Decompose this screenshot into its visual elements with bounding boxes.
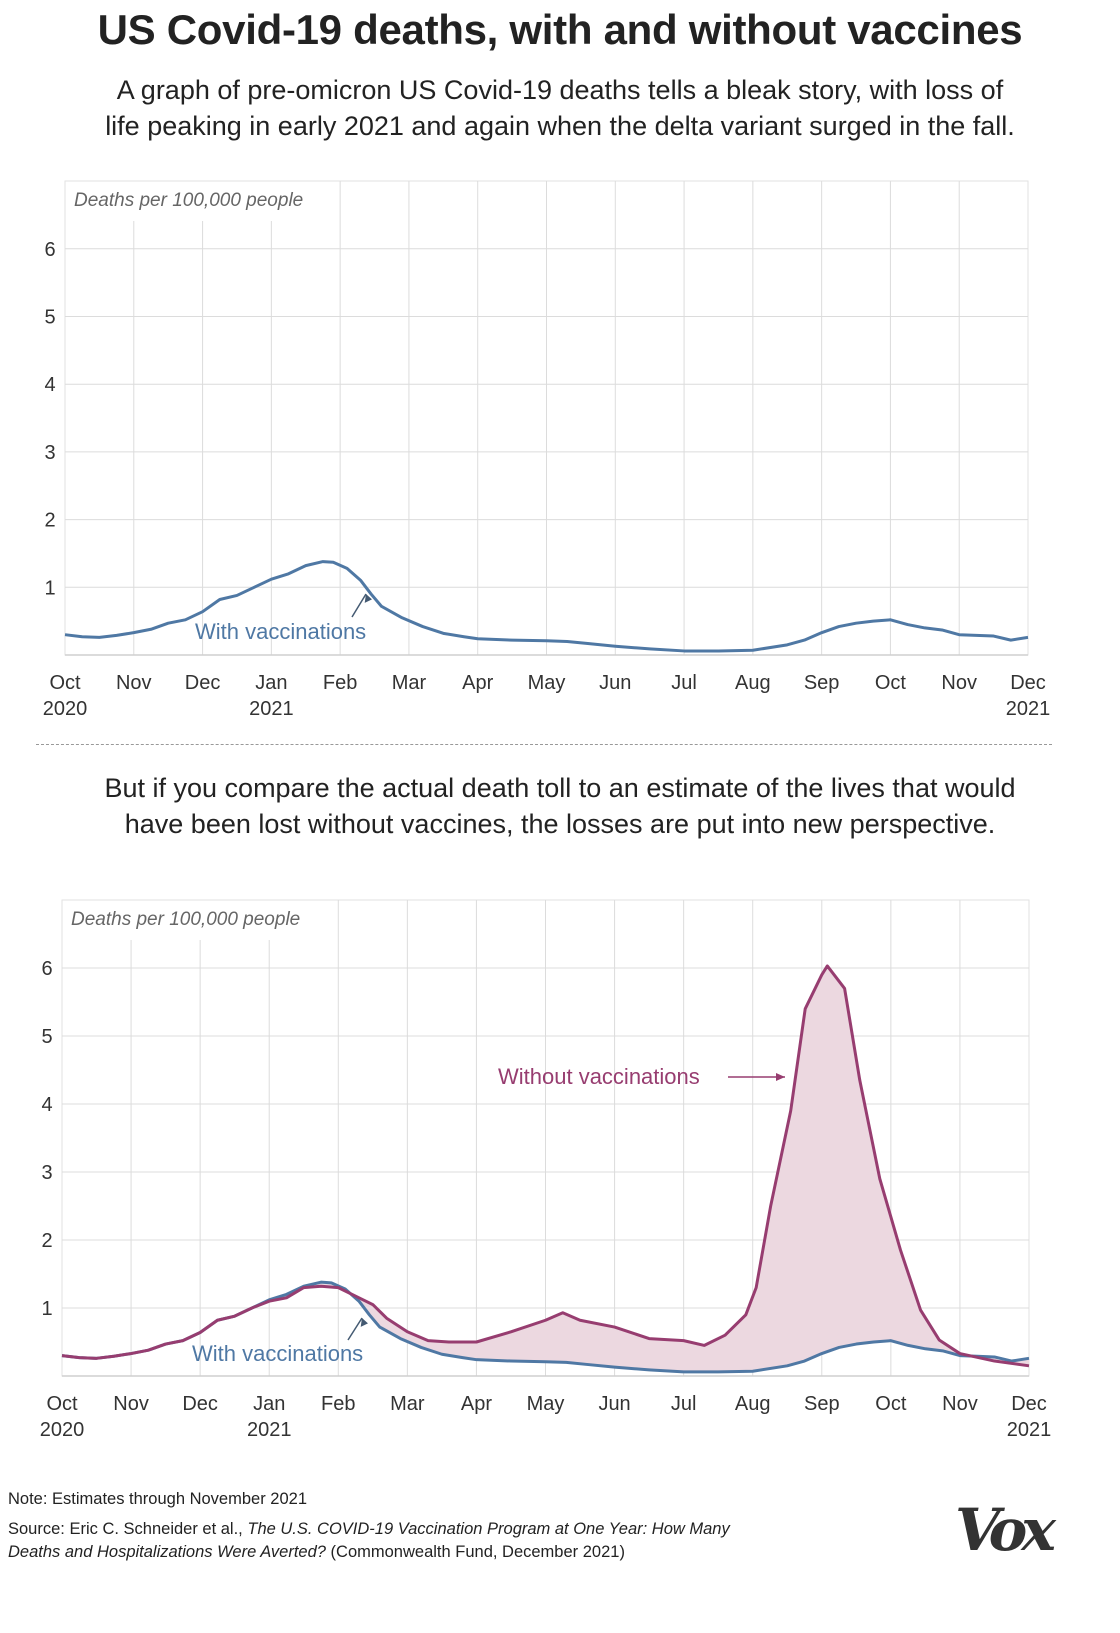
footer-note: Note: Estimates through November 2021 <box>8 1490 307 1508</box>
subtitle-top-line2: life peaking in early 2021 and again whe… <box>105 111 1015 141</box>
x-tick-label: Mar <box>392 672 427 694</box>
x-tick-year-label: 2020 <box>40 1419 85 1441</box>
arrowhead-icon <box>360 1318 368 1327</box>
x-tick-year-label: 2021 <box>249 698 294 720</box>
subtitle-bottom-line1: But if you compare the actual death toll… <box>104 773 1016 803</box>
series-line-with <box>64 560 1029 653</box>
x-tick-label: Apr <box>461 1393 492 1415</box>
x-tick-label: Sep <box>804 1393 840 1415</box>
y-tick-label: 5 <box>44 307 55 329</box>
ylabel-bg <box>66 904 336 932</box>
x-tick-year-label: 2021 <box>1007 1419 1052 1441</box>
averted-deaths-area <box>62 965 1029 1372</box>
y-tick-label: 6 <box>41 958 52 980</box>
x-tick-label: Nov <box>113 1393 149 1415</box>
x-tick-year-label: 2020 <box>43 698 88 720</box>
subtitle-top-line1: A graph of pre-omicron US Covid-19 death… <box>116 75 1004 105</box>
x-tick-label: Dec <box>1011 1393 1047 1415</box>
x-tick-label: Dec <box>182 1393 218 1415</box>
y-tick-label: 3 <box>41 1162 52 1184</box>
x-tick-label: Jul <box>671 672 697 694</box>
footer-source: Source: Eric C. Schneider et al., The U.… <box>8 1518 768 1564</box>
subtitle-bottom-line2: have been lost without vaccines, the los… <box>124 809 996 839</box>
series-line-without <box>61 964 1030 1368</box>
x-tick-label: Nov <box>116 672 152 694</box>
y-tick-label: 4 <box>41 1094 52 1116</box>
x-tick-label: Sep <box>804 672 840 694</box>
y-tick-label: 5 <box>41 1026 52 1048</box>
y-tick-label: 4 <box>44 374 55 396</box>
x-tick-label: Jan <box>253 1393 285 1415</box>
source-title: The U.S. COVID-19 Vaccination Program at… <box>8 1520 730 1561</box>
source-prefix: Source: Eric C. Schneider et al., <box>8 1520 248 1538</box>
subtitle-bottom: But if you compare the actual death toll… <box>0 770 1120 842</box>
x-tick-label: Feb <box>321 1393 355 1415</box>
x-tick-label: Oct <box>46 1393 78 1415</box>
x-tick-label: Feb <box>323 672 357 694</box>
x-tick-label: Aug <box>735 1393 771 1415</box>
y-tick-label: 3 <box>44 442 55 464</box>
annotation-with: With vaccinations <box>195 619 366 644</box>
x-tick-label: Jan <box>255 672 287 694</box>
x-tick-label: Dec <box>185 672 221 694</box>
y-axis-label: Deaths per 100,000 people <box>71 909 300 930</box>
y-tick-label: 1 <box>41 1298 52 1320</box>
arrowhead-icon <box>364 594 372 603</box>
x-tick-label: Oct <box>49 672 81 694</box>
subtitle-top: A graph of pre-omicron US Covid-19 death… <box>0 72 1120 144</box>
ylabel-bg <box>69 185 339 213</box>
x-tick-label: May <box>527 1393 565 1415</box>
annotation-arrow <box>351 593 367 618</box>
y-tick-label: 6 <box>44 239 55 261</box>
annotation-without: Without vaccinations <box>498 1064 700 1089</box>
y-tick-label: 1 <box>44 577 55 599</box>
x-tick-year-label: 2021 <box>247 1419 292 1441</box>
x-tick-label: Mar <box>390 1393 425 1415</box>
x-tick-year-label: 2021 <box>1006 698 1051 720</box>
x-tick-label: May <box>528 672 566 694</box>
chart-title: US Covid-19 deaths, with and without vac… <box>97 6 1023 53</box>
x-tick-label: Jul <box>671 1393 697 1415</box>
x-tick-label: Nov <box>941 672 977 694</box>
vox-logo: Vox <box>955 1496 1056 1564</box>
source-suffix: (Commonwealth Fund, December 2021) <box>325 1543 625 1561</box>
x-tick-label: Oct <box>875 672 907 694</box>
x-tick-label: Aug <box>735 672 771 694</box>
x-tick-label: Nov <box>942 1393 978 1415</box>
annotation-arrow <box>347 1317 363 1341</box>
y-tick-label: 2 <box>41 1230 52 1252</box>
annotation-with: With vaccinations <box>192 1341 363 1366</box>
y-axis-label: Deaths per 100,000 people <box>74 190 303 211</box>
x-tick-label: Jun <box>599 672 631 694</box>
x-tick-label: Dec <box>1010 672 1046 694</box>
x-tick-label: Apr <box>462 672 493 694</box>
arrowhead-icon <box>776 1073 785 1081</box>
x-tick-label: Oct <box>875 1393 907 1415</box>
section-divider <box>36 744 1052 745</box>
x-tick-label: Jun <box>598 1393 630 1415</box>
y-tick-label: 2 <box>44 510 55 532</box>
